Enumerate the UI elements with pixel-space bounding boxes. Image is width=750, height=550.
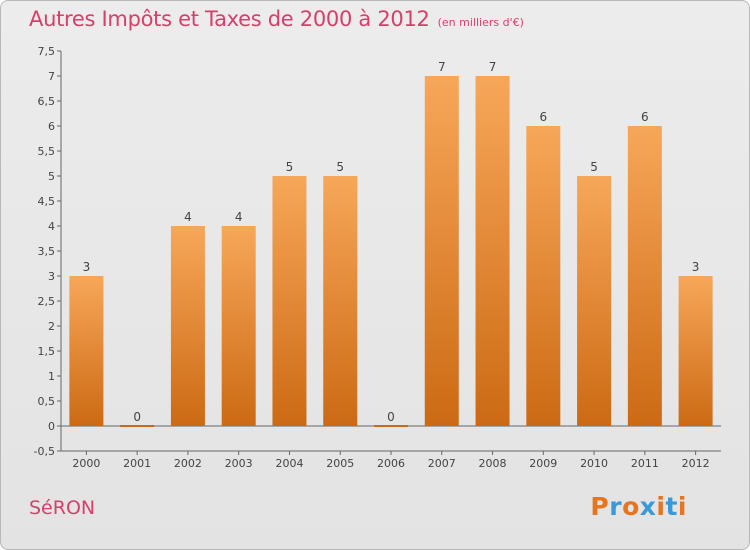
- y-tick-label: 4,5: [38, 195, 56, 208]
- y-tick-label: 1,5: [38, 345, 56, 358]
- axes: -0,5 0 0,5 1 1,5 2 2,5 3 3,5 4 4,5 5 5,5 6 6,5 7 7,5 2000…: [34, 45, 721, 470]
- value-label: 3: [692, 260, 700, 274]
- x-tick-label: 2011: [631, 457, 659, 470]
- value-label: 0: [387, 410, 395, 424]
- bar: [627, 126, 662, 426]
- bar: [424, 76, 459, 426]
- x-tick-label: 2010: [580, 457, 608, 470]
- y-tick-label: 5,5: [38, 145, 56, 158]
- x-tick-label: 2006: [377, 457, 405, 470]
- y-tick-label: 3,5: [38, 245, 56, 258]
- chart-title-text: Autres Impôts et Taxes de 2000 à 2012: [29, 7, 430, 31]
- value-label: 5: [590, 160, 598, 174]
- y-tick-label: 6,5: [38, 95, 56, 108]
- y-tick-label: 2: [48, 320, 55, 333]
- logo-letter: x: [639, 492, 657, 521]
- x-tick-label: 2002: [174, 457, 202, 470]
- y-tick-label: 2,5: [38, 295, 56, 308]
- proxiti-logo: Proxiti: [590, 492, 687, 521]
- x-tick-label: 2004: [275, 457, 303, 470]
- commune-name: SéRON: [29, 497, 96, 519]
- value-label: 0: [133, 410, 141, 424]
- bar: [678, 276, 713, 426]
- y-tick-label: 7,5: [38, 45, 56, 58]
- y-tick-label: 0,5: [38, 395, 56, 408]
- value-label: 5: [336, 160, 344, 174]
- logo-letter: P: [590, 492, 610, 521]
- value-label: 7: [489, 60, 497, 74]
- x-tick-label: 2005: [326, 457, 354, 470]
- x-tick-label: 2009: [529, 457, 557, 470]
- value-label: 6: [539, 110, 547, 124]
- bars: [69, 76, 713, 427]
- x-tick-label: 2007: [428, 457, 456, 470]
- logo-letter: i: [656, 492, 666, 521]
- x-tick-label: 2012: [682, 457, 710, 470]
- y-tick-label: -0,5: [34, 445, 55, 458]
- value-label: 3: [83, 260, 91, 274]
- bar: [577, 176, 612, 426]
- x-tick-label: 2000: [72, 457, 100, 470]
- y-tick-label: 6: [48, 120, 55, 133]
- bar: [272, 176, 307, 426]
- bar: [475, 76, 510, 426]
- x-tick-label: 2003: [225, 457, 253, 470]
- value-label: 4: [235, 210, 243, 224]
- bar: [526, 126, 561, 426]
- logo-letter: o: [622, 492, 640, 521]
- y-tick-label: 5: [48, 170, 55, 183]
- value-label: 5: [286, 160, 294, 174]
- chart-unit: (en milliers d'€): [437, 16, 524, 29]
- y-tick-label: 0: [48, 420, 55, 433]
- value-label: 7: [438, 60, 446, 74]
- bar: [221, 226, 256, 426]
- logo-letter: t: [665, 492, 678, 521]
- y-tick-label: 1: [48, 370, 55, 383]
- bar: [323, 176, 358, 426]
- y-tick-label: 3: [48, 270, 55, 283]
- bar: [69, 276, 104, 426]
- logo-letter: r: [609, 492, 623, 521]
- y-tick-label: 4: [48, 220, 55, 233]
- bar: [170, 226, 205, 426]
- value-labels: 3 0 4 4 5 5 0 7 7 6 5 6 3: [83, 60, 700, 424]
- logo-letter: i: [677, 492, 687, 521]
- x-tick-label: 2001: [123, 457, 151, 470]
- chart-title: Autres Impôts et Taxes de 2000 à 2012 (en…: [29, 7, 524, 31]
- y-tick-label: 7: [48, 70, 55, 83]
- value-label: 4: [184, 210, 192, 224]
- x-tick-label: 2008: [479, 457, 507, 470]
- value-label: 6: [641, 110, 649, 124]
